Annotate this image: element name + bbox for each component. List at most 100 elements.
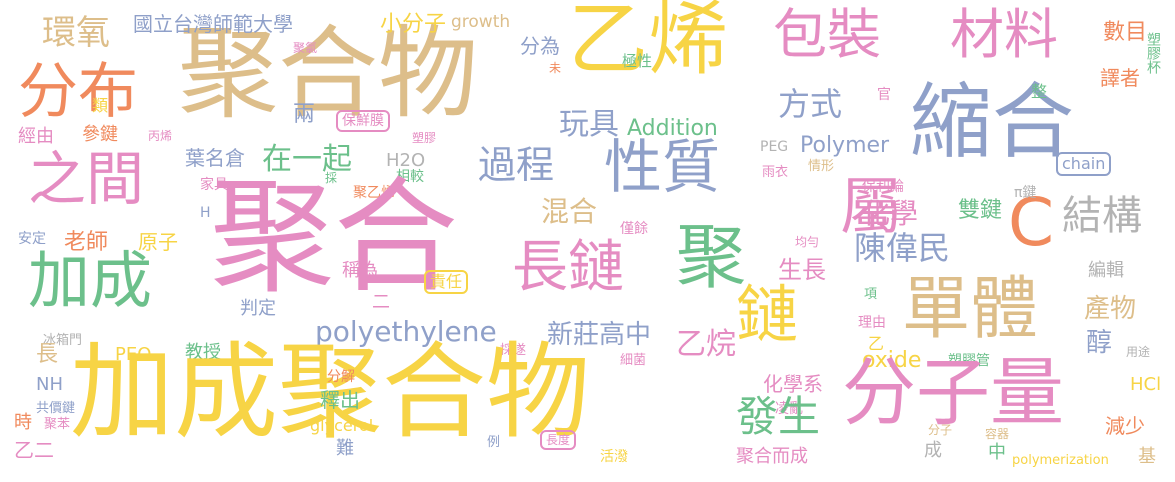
word-propylene: 丙烯 (148, 129, 173, 143)
word-peg: PEG (760, 139, 789, 155)
word-h: H (200, 205, 211, 221)
word-bacteria: 細菌 (620, 353, 647, 368)
word-addition-polymer: 加成聚合物 (70, 331, 591, 453)
word-edit: 編輯 (1088, 260, 1124, 281)
word-condensation: 縮合 (910, 75, 1075, 170)
word-monomer: 單體 (902, 270, 1039, 349)
word-packaging: 包裝 (773, 3, 881, 66)
word-two: 兩 (293, 102, 316, 127)
word-chemistry: 化學 (862, 197, 919, 230)
word-molecule: 分子 (928, 423, 953, 437)
word-addition-zh: 加成 (28, 244, 153, 317)
word-judge: 判定 (240, 298, 276, 319)
word-kind: 類 (92, 96, 109, 115)
word-plastic-pipe: 塑膠管 (948, 353, 990, 369)
word-ethane: 乙烷 (676, 327, 736, 362)
word-container: 容器 (985, 427, 1010, 441)
word-compare: 相較 (396, 169, 424, 185)
word-pi-bond: π鍵 (1014, 185, 1037, 201)
word-middle: 中 (988, 442, 1006, 463)
word-xinzhuang-hs: 新莊高中 (547, 320, 652, 350)
word-di: 二 (372, 292, 390, 313)
word-teacher: 老師 (64, 230, 109, 255)
word-polystyrene: 聚苯 (44, 417, 71, 432)
word-occur: 發生 (736, 392, 821, 441)
word-reduce: 減少 (1105, 414, 1145, 438)
word-ethylene-di: 乙二 (14, 438, 54, 462)
word-polymerization-large: 聚合 (210, 166, 459, 310)
word-chem-dept: 化學系 (763, 372, 823, 396)
word-called: 稱為 (342, 260, 378, 281)
word-process: 過程 (478, 143, 555, 187)
word-toys: 玩具 (559, 107, 619, 142)
word-via: 經由 (18, 126, 54, 147)
word-ethylene: 乙烯 (568, 0, 728, 86)
word-structure: 結構 (1062, 193, 1142, 239)
word-double-bond: 雙鍵 (958, 198, 1003, 223)
word-triple-bond: 參鍵 (82, 124, 118, 145)
word-ye-mingcang: 葉名倉 (185, 146, 245, 170)
word-responsibility: 責任 (424, 270, 469, 294)
word-become: 成 (924, 440, 942, 461)
word-nh: NH (36, 374, 63, 395)
word-molecular-weight: 分子量 (842, 350, 1064, 436)
word-method: 方式 (778, 85, 843, 123)
word-adopt-follow: 採遂 (500, 343, 527, 358)
word-belong: 屬 (840, 170, 903, 243)
word-furniture: 家具 (200, 177, 228, 193)
word-polymerization-en: polymerization (1012, 453, 1109, 468)
word-functional: 官 (877, 87, 891, 103)
word-adopt: 採 (325, 171, 338, 185)
word-translator: 譯者 (1100, 66, 1140, 90)
word-not: 未 (549, 61, 562, 75)
word-carbon: C (1008, 184, 1055, 261)
word-polymerized-into: 聚合而成 (736, 446, 808, 467)
word-between: 之間 (28, 145, 145, 213)
word-mix: 混合 (541, 195, 598, 228)
word-chain-link: 鏈 (736, 278, 799, 351)
word-decompose: 分解 (327, 369, 355, 385)
word-polarity: 極性 (622, 52, 653, 70)
word-oxide: oxide (862, 348, 922, 373)
word-plastic: 塑膠 (412, 131, 437, 145)
word-styrofoam: 保利綸 (862, 179, 904, 195)
word-distribution: 分布 (18, 57, 138, 127)
word-difficult: 難 (336, 438, 354, 459)
word-polyethylene-zh: 聚乙烯 (353, 185, 395, 201)
word-addition: Addition (627, 116, 718, 141)
word-fridge-door: 冰箱門 (43, 333, 83, 348)
word-stable: 安定 (18, 231, 46, 247)
word-growth: growth (451, 12, 511, 32)
word-small-molecule: 小分子 (380, 12, 447, 37)
word-ntnu: 國立台灣師範大學 (133, 12, 293, 36)
word-grow: 生長 (778, 256, 826, 284)
word-messy: 凌亂 (775, 401, 803, 417)
word-poly: 聚 (676, 216, 746, 298)
word-hcl: HCl (1130, 374, 1162, 395)
word-remaining: 僅餘 (620, 221, 648, 237)
word-covalent-bond: 共價鍵 (36, 401, 76, 416)
word-plastic-cup: 塑膠杯 (1145, 32, 1161, 74)
word-peo: PEO (115, 344, 152, 365)
word-polymer-large: 聚合物 (178, 15, 478, 132)
word-usage: 用途 (1126, 345, 1151, 359)
word-release: 釋出 (320, 388, 360, 412)
word-alcohol: 醇 (1086, 328, 1113, 358)
word-glycerol: glycerol (310, 416, 374, 435)
word-example: 例 (487, 435, 501, 450)
word-time: 時 (14, 412, 32, 433)
word-base: 基 (1138, 446, 1156, 467)
word-material: 材料 (950, 3, 1058, 66)
word-reason: 理由 (858, 315, 886, 331)
word-uniform: 均勻 (795, 235, 820, 249)
word-active: 活潑 (600, 449, 628, 465)
word-item: 項 (864, 287, 878, 302)
word-properties: 性質 (604, 133, 721, 201)
word-chain: chain (1056, 152, 1112, 176)
word-epoxy: 環氧 (42, 13, 110, 53)
word-chloro: 聚氯 (293, 41, 318, 55)
word-polyethylene: polyethylene (315, 315, 497, 348)
word-situation: 情形 (808, 159, 835, 174)
word-h2o: H2O (386, 150, 426, 171)
